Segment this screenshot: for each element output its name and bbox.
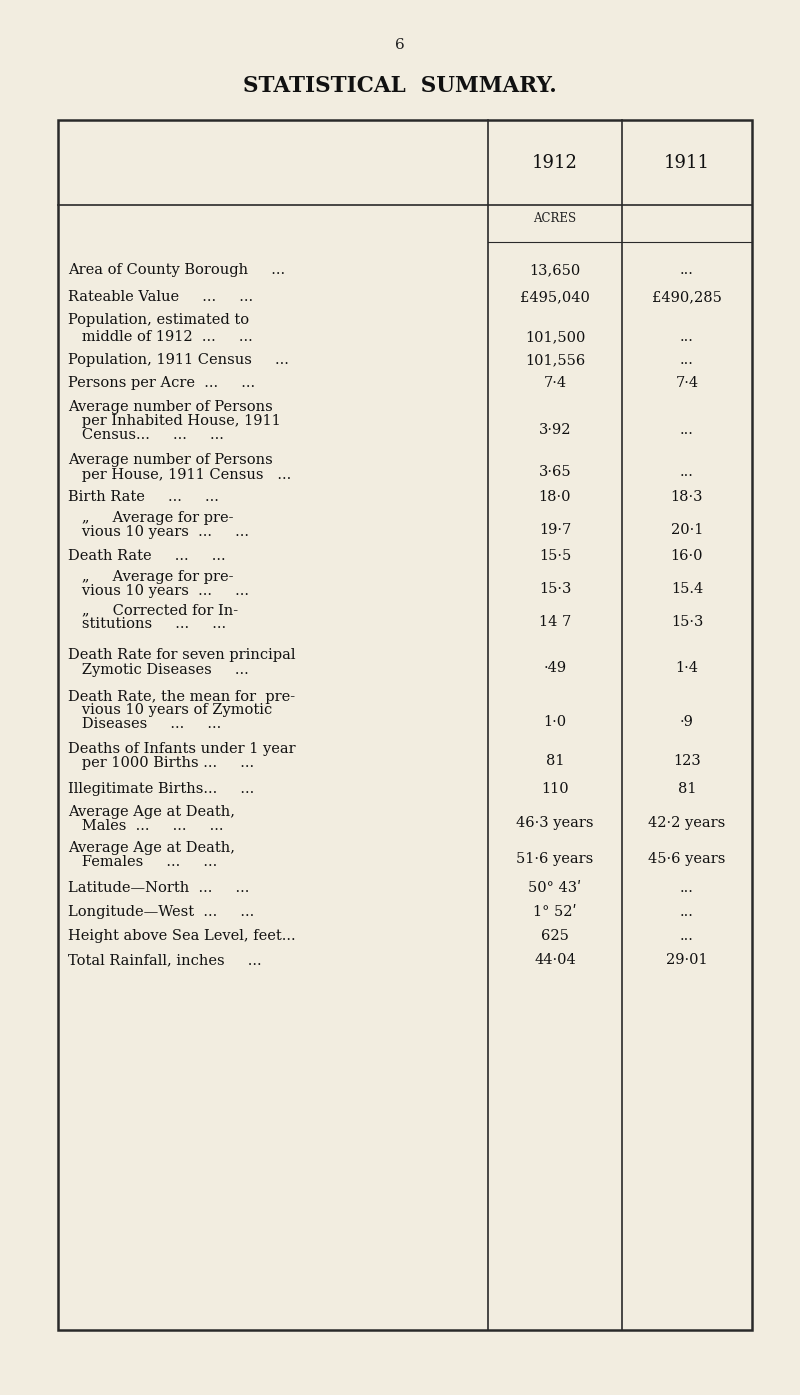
Text: 46·3 years: 46·3 years (516, 816, 594, 830)
Text: 13,650: 13,650 (530, 264, 581, 278)
Text: Population, 1911 Census     ...: Population, 1911 Census ... (68, 353, 289, 367)
Text: „     Corrected for In-: „ Corrected for In- (68, 603, 238, 617)
Text: ...: ... (680, 465, 694, 478)
Text: 1° 52ʹ: 1° 52ʹ (533, 905, 577, 919)
Text: 45·6 years: 45·6 years (648, 852, 726, 866)
Text: Persons per Acre  ...     ...: Persons per Acre ... ... (68, 377, 255, 391)
Text: ...: ... (680, 929, 694, 943)
Text: ...: ... (680, 331, 694, 345)
Text: Census...     ...     ...: Census... ... ... (68, 428, 224, 442)
Text: per Inhabited House, 1911: per Inhabited House, 1911 (68, 414, 281, 428)
Text: 15·3: 15·3 (671, 615, 703, 629)
Text: Latitude—North  ...     ...: Latitude—North ... ... (68, 882, 250, 896)
Text: 19·7: 19·7 (539, 523, 571, 537)
Text: per 1000 Births ...     ...: per 1000 Births ... ... (68, 756, 254, 770)
Text: 15.4: 15.4 (671, 582, 703, 596)
Text: 1·4: 1·4 (675, 661, 698, 675)
Text: 16·0: 16·0 (670, 550, 703, 564)
Text: ...: ... (680, 905, 694, 919)
Text: vious 10 years of Zymotic: vious 10 years of Zymotic (68, 703, 272, 717)
Text: Average number of Persons: Average number of Persons (68, 453, 273, 467)
Text: vious 10 years  ...     ...: vious 10 years ... ... (68, 525, 249, 538)
Text: Average number of Persons: Average number of Persons (68, 400, 273, 414)
Text: 29·01: 29·01 (666, 953, 708, 967)
Text: 18·0: 18·0 (538, 490, 571, 504)
Text: Diseases     ...     ...: Diseases ... ... (68, 717, 222, 731)
Text: stitutions     ...     ...: stitutions ... ... (68, 617, 226, 631)
Text: Longitude—West  ...     ...: Longitude—West ... ... (68, 905, 254, 919)
Text: 3·65: 3·65 (538, 465, 571, 478)
Text: 1912: 1912 (532, 153, 578, 172)
Text: 44·04: 44·04 (534, 953, 576, 967)
Text: Deaths of Infants under 1 year: Deaths of Infants under 1 year (68, 742, 296, 756)
Text: ...: ... (680, 353, 694, 367)
Text: 123: 123 (673, 755, 701, 769)
Text: „     Average for pre-: „ Average for pre- (68, 571, 234, 585)
Text: 20·1: 20·1 (671, 523, 703, 537)
Text: 14 7: 14 7 (539, 615, 571, 629)
Text: Rateable Value     ...     ...: Rateable Value ... ... (68, 290, 253, 304)
Text: 15·3: 15·3 (539, 582, 571, 596)
Text: ...: ... (680, 264, 694, 278)
Text: Zymotic Diseases     ...: Zymotic Diseases ... (68, 663, 249, 677)
Text: Average Age at Death,: Average Age at Death, (68, 805, 235, 819)
Text: 81: 81 (678, 783, 696, 797)
Text: ...: ... (680, 882, 694, 896)
Text: Area of County Borough     ...: Area of County Borough ... (68, 264, 285, 278)
Text: 1911: 1911 (664, 153, 710, 172)
Text: 51·6 years: 51·6 years (516, 852, 594, 866)
Text: ...: ... (680, 423, 694, 437)
Text: Population, estimated to: Population, estimated to (68, 312, 249, 326)
Text: 101,556: 101,556 (525, 353, 585, 367)
Text: 6: 6 (395, 38, 405, 52)
Text: Birth Rate     ...     ...: Birth Rate ... ... (68, 490, 219, 504)
Text: ACRES: ACRES (534, 212, 577, 225)
Text: Height above Sea Level, feet...: Height above Sea Level, feet... (68, 929, 296, 943)
Text: 625: 625 (541, 929, 569, 943)
Text: 101,500: 101,500 (525, 331, 585, 345)
Text: 7·4: 7·4 (675, 377, 698, 391)
Text: 81: 81 (546, 755, 564, 769)
Text: Death Rate for seven principal: Death Rate for seven principal (68, 649, 295, 663)
Text: Total Rainfall, inches     ...: Total Rainfall, inches ... (68, 953, 262, 967)
Text: Death Rate     ...     ...: Death Rate ... ... (68, 550, 226, 564)
Text: £495,040: £495,040 (520, 290, 590, 304)
Text: 7·4: 7·4 (543, 377, 566, 391)
Text: Females     ...     ...: Females ... ... (68, 855, 218, 869)
Text: 50° 43ʹ: 50° 43ʹ (528, 882, 582, 896)
Text: middle of 1912  ...     ...: middle of 1912 ... ... (68, 331, 253, 345)
Text: Death Rate, the mean for  pre-: Death Rate, the mean for pre- (68, 691, 295, 704)
Text: per House, 1911 Census   ...: per House, 1911 Census ... (68, 467, 291, 483)
Text: Average Age at Death,: Average Age at Death, (68, 841, 235, 855)
Text: Males  ...     ...     ...: Males ... ... ... (68, 819, 223, 833)
Text: £490,285: £490,285 (652, 290, 722, 304)
Text: „     Average for pre-: „ Average for pre- (68, 511, 234, 525)
Text: ·9: ·9 (680, 716, 694, 730)
Text: vious 10 years  ...     ...: vious 10 years ... ... (68, 585, 249, 598)
Bar (58, 120, 752, 1329)
Text: ·49: ·49 (543, 661, 566, 675)
Text: 15·5: 15·5 (539, 550, 571, 564)
Text: 42·2 years: 42·2 years (648, 816, 726, 830)
Text: 18·3: 18·3 (670, 490, 703, 504)
Text: 110: 110 (541, 783, 569, 797)
Text: 3·92: 3·92 (538, 423, 571, 437)
Text: 1·0: 1·0 (543, 716, 566, 730)
Text: STATISTICAL  SUMMARY.: STATISTICAL SUMMARY. (243, 75, 557, 98)
Text: Illegitimate Births...     ...: Illegitimate Births... ... (68, 783, 254, 797)
